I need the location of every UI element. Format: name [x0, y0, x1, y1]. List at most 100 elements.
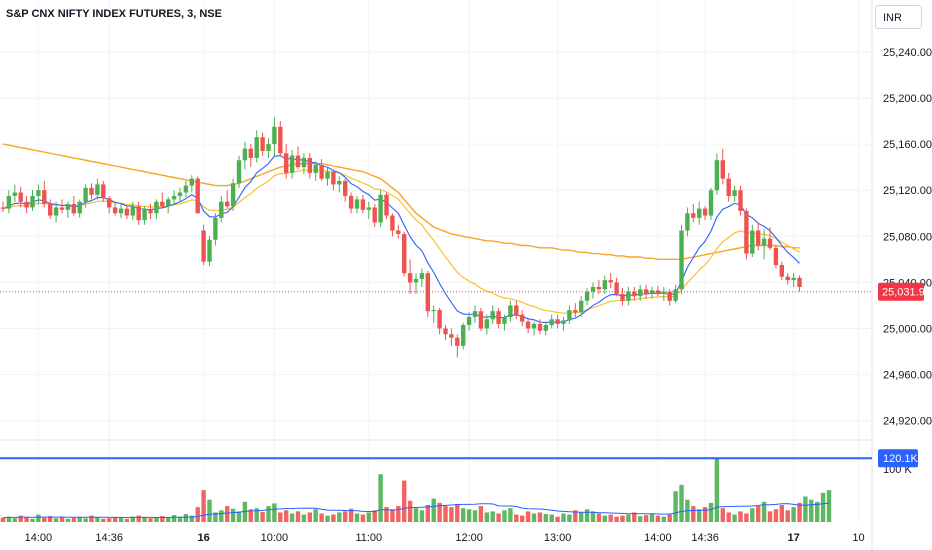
volume-bar [419, 510, 425, 522]
candle-body [419, 273, 425, 279]
volume-bar [738, 511, 743, 522]
volume-bar [809, 499, 814, 522]
candle-body [278, 126, 283, 154]
volume-bar [254, 508, 259, 522]
candle-body [148, 209, 153, 214]
volume-bar [189, 515, 194, 522]
candle-body [254, 137, 259, 158]
volume-bar [207, 499, 212, 522]
volume-bar [584, 509, 590, 522]
candle-body [402, 233, 407, 274]
volume-bar [289, 513, 295, 522]
volume-bar [466, 509, 472, 522]
volume-bar [579, 512, 584, 522]
volume-bar [348, 508, 354, 522]
volume-bar [396, 506, 401, 522]
candle-body [207, 239, 212, 262]
candle-body [750, 230, 755, 254]
candle-body [720, 160, 725, 179]
candle-body [319, 164, 324, 179]
candle-body [136, 206, 141, 221]
candle-body [431, 310, 436, 312]
time-tick-label: 17 [787, 532, 799, 544]
currency-selector[interactable]: INR [875, 5, 922, 29]
candle-body [225, 201, 230, 207]
volume-bar [443, 506, 448, 522]
volume-bar [602, 515, 607, 522]
candle-body [738, 190, 743, 211]
candle-body [561, 320, 566, 324]
volume-bar [425, 505, 430, 522]
volume-marker-tag [878, 449, 918, 468]
volume-bar [638, 516, 643, 522]
candle-body [366, 207, 371, 210]
volume-bar [720, 508, 725, 522]
volume-bar [343, 511, 348, 522]
candle-body [484, 319, 489, 329]
candle-body [643, 289, 649, 294]
candle-body [236, 160, 242, 184]
volume-bar [354, 513, 360, 522]
ema-fast-line [2, 155, 800, 324]
volume-bar [708, 502, 714, 522]
volume-bar [726, 512, 731, 522]
volume-bar [826, 490, 832, 522]
moving-average-lines [2, 143, 800, 324]
volume-bar [596, 513, 602, 522]
candle-body [443, 328, 448, 335]
volume-bar [18, 515, 23, 522]
candle-body [0, 207, 6, 209]
volume-bar [118, 517, 124, 522]
volume-bar [525, 511, 531, 522]
candle-body [219, 201, 224, 218]
volume-bar [95, 517, 100, 522]
price-tick-label: 25,240.00 [883, 47, 932, 59]
candle-body [390, 215, 395, 231]
volume-bar [632, 512, 637, 522]
volume-bar [183, 514, 189, 522]
candle-body [685, 213, 690, 231]
candle-body [396, 230, 401, 234]
volume-bar [484, 512, 489, 522]
volume-bar [160, 516, 165, 522]
price-tick-label: 25,000.00 [883, 324, 932, 336]
candle-body [177, 192, 183, 196]
candle-body [520, 314, 525, 322]
candle-body [171, 195, 177, 200]
time-tick-label: 10 [852, 532, 864, 544]
candle-body [514, 305, 519, 315]
volume-bar [791, 507, 796, 522]
candle-body [567, 310, 572, 321]
candle-body [472, 311, 478, 317]
time-tick-label: 11:00 [355, 532, 382, 544]
candle-body [12, 192, 17, 196]
volume-bar [502, 510, 507, 522]
volume-bar [614, 516, 619, 522]
candle-body [543, 325, 548, 331]
volume-ma [2, 502, 830, 519]
candle-body [260, 137, 265, 151]
volume-bar [702, 507, 708, 522]
candle-body [160, 201, 165, 207]
time-axis[interactable]: 14:00 14:36 16 10:00 11:00 12:00 13:00 14:00 14:… [25, 532, 865, 544]
candle-body [348, 195, 354, 209]
volume-bar [6, 516, 12, 522]
volume-bar [331, 514, 336, 522]
candle-body [573, 310, 578, 313]
volume-bar [301, 514, 307, 522]
volume-bar [295, 511, 301, 522]
volume-bar [307, 512, 312, 522]
volume-bar [378, 474, 383, 522]
volume-bar [661, 516, 666, 522]
volume-bar [490, 511, 495, 522]
price-axis[interactable]: 25,240.00 25,200.00 25,160.00 25,120.00 25,0… [878, 47, 932, 476]
candle-body [490, 311, 495, 320]
volume-bar [242, 501, 248, 522]
volume-bars [0, 458, 832, 522]
price-gridlines [0, 0, 872, 522]
candle-body [284, 153, 289, 173]
chart-title: S&P CNX NIFTY INDEX FUTURES, 3, NSE [6, 8, 222, 20]
candle-body [590, 287, 596, 292]
volume-bar [219, 510, 224, 522]
